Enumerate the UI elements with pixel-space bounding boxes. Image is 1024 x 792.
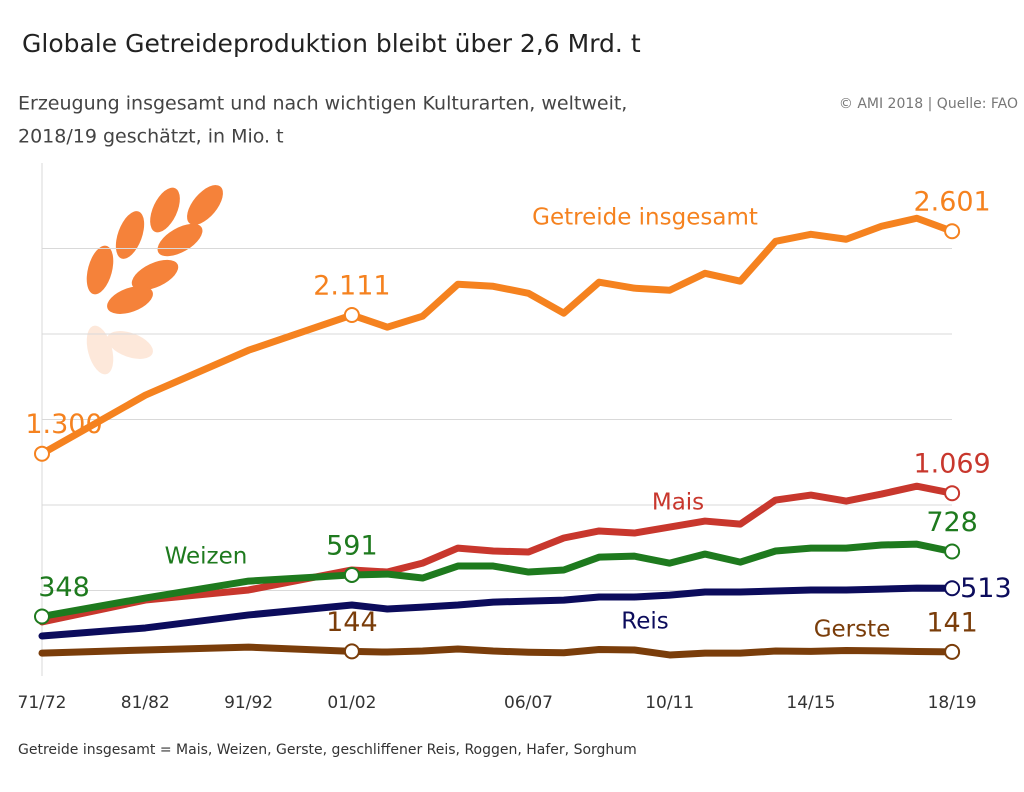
point-marker	[343, 307, 360, 324]
point-marker	[944, 643, 961, 660]
chart-subtitle: Erzeugung insgesamt und nach wichtigen K…	[18, 93, 627, 115]
x-tick-label: 14/15	[786, 693, 835, 713]
value-label: 2.111	[313, 271, 390, 302]
value-label: 591	[326, 530, 378, 561]
point-marker	[944, 543, 961, 560]
x-tick-label: 18/19	[928, 693, 977, 713]
point-marker	[343, 566, 360, 583]
point-marker	[944, 580, 961, 597]
series-line	[38, 540, 956, 620]
series-label: Weizen	[165, 544, 248, 570]
x-tick-label: 71/72	[18, 693, 67, 713]
series-label: Getreide insgesamt	[532, 205, 758, 231]
point-marker	[34, 608, 50, 625]
series-label: Reis	[621, 609, 668, 635]
x-tick-label: 06/07	[504, 693, 553, 713]
point-marker	[944, 485, 961, 502]
value-label: 1.069	[913, 449, 990, 480]
series-label: Mais	[652, 490, 704, 516]
series-line	[38, 482, 956, 626]
wheat-icon	[86, 185, 223, 375]
footnote: Getreide insgesamt = Mais, Weizen, Gerst…	[18, 742, 637, 758]
value-label: 1.300	[25, 409, 102, 440]
x-tick-label: 81/82	[121, 693, 170, 713]
point-marker	[944, 223, 961, 240]
chart-subtitle: 2018/19 geschätzt, in Mio. t	[18, 126, 284, 148]
x-tick-label: 10/11	[645, 693, 694, 713]
series-label: Gerste	[814, 617, 891, 643]
x-tick-label: 91/92	[224, 693, 273, 713]
point-marker	[343, 643, 360, 660]
series-line	[38, 643, 956, 659]
value-label: 141	[926, 607, 978, 638]
series-line	[38, 584, 956, 640]
source: © AMI 2018 | Quelle: FAO	[839, 96, 1018, 112]
value-label: 2.601	[913, 187, 990, 218]
series-line	[38, 214, 956, 458]
chart-title: Globale Getreideproduktion bleibt über 2…	[22, 29, 641, 58]
value-label: 728	[926, 507, 978, 538]
value-label: 348	[38, 572, 90, 603]
point-marker	[34, 445, 50, 462]
x-tick-label: 01/02	[327, 693, 376, 713]
value-label: 144	[326, 607, 378, 638]
value-label: 513	[960, 573, 1012, 604]
